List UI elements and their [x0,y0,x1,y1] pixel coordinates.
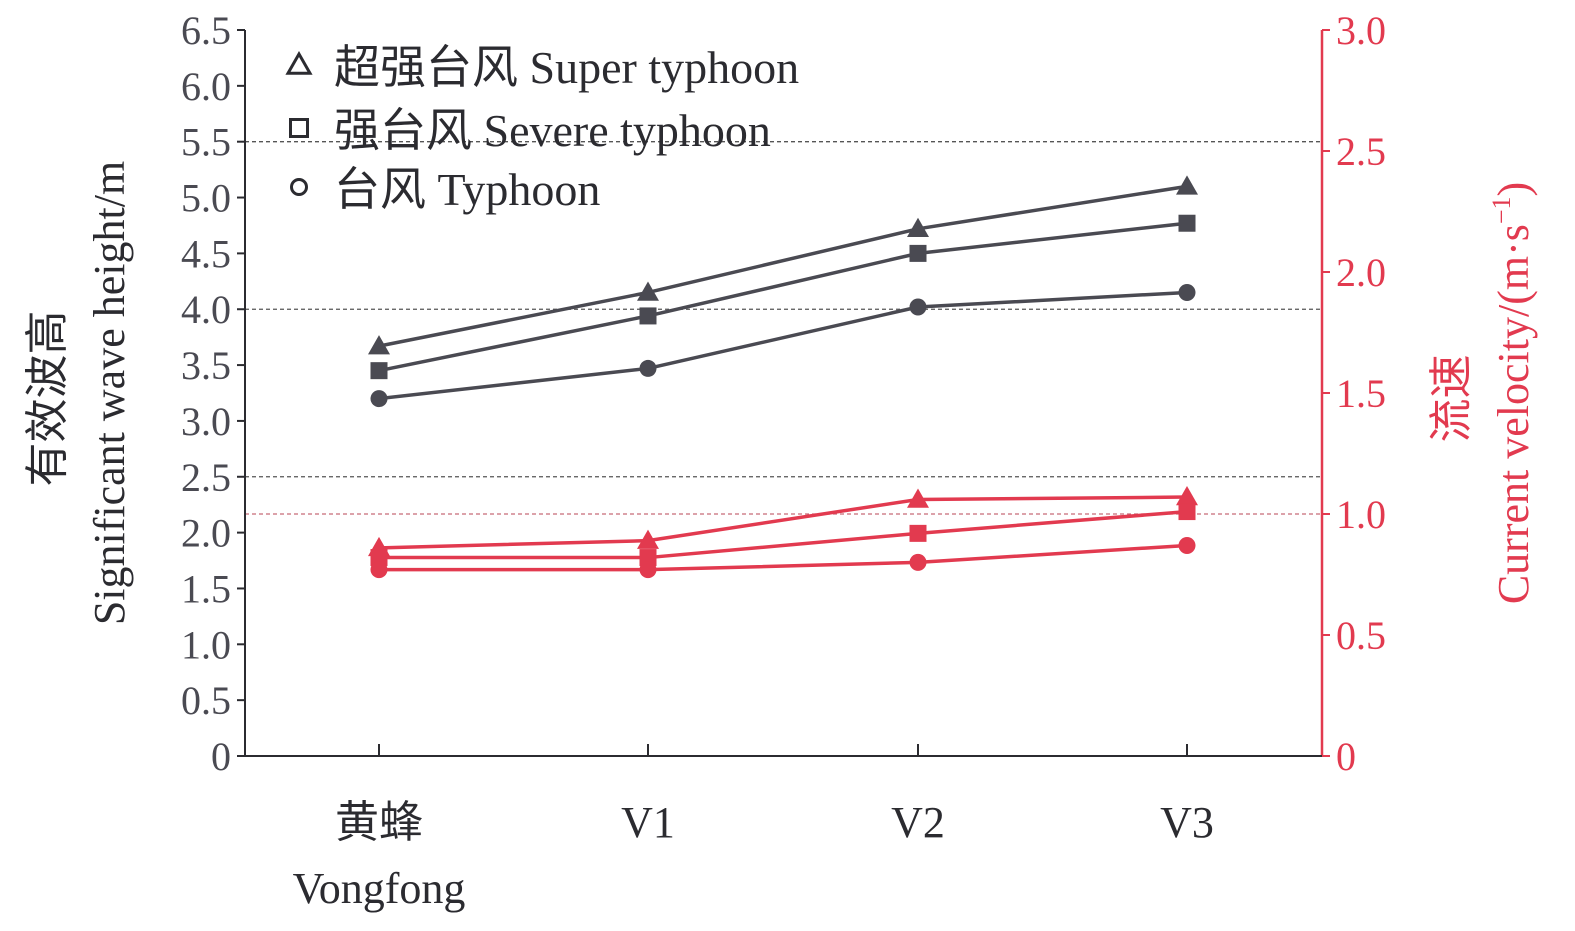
right-tick-label: 3.0 [1336,8,1386,53]
x-tick-label: V3 [1160,798,1214,847]
data-point-square [1178,214,1196,232]
right-tick-label: 0.5 [1336,613,1386,658]
series-wave_height-square [370,214,1196,380]
right-axis-title-sup: −1 [1487,196,1516,224]
right-tick-label: 2.5 [1336,129,1386,174]
left-tick-label: 3.0 [181,399,231,444]
x-tick-label: V1 [621,798,675,847]
data-point-square [1178,503,1196,521]
right-tick-label: 0 [1336,734,1356,779]
data-point-circle [1178,536,1196,554]
right-tick-label: 2.0 [1336,250,1386,295]
series-line [379,509,1188,560]
data-point-square [370,549,388,567]
data-point-circle [370,390,388,408]
left-tick-label: 5.0 [181,176,231,221]
legend-label: 强台风 Severe typhoon [334,105,771,156]
legend-label: 台风 Typhoon [334,164,600,215]
data-point-square [639,307,657,325]
data-point-triangle [1176,175,1198,195]
data-point-square [370,362,388,380]
data-point-triangle [368,335,390,355]
data-point-circle [1178,283,1196,301]
right-tick-label: 1.0 [1336,492,1386,537]
series-current_velocity-triangle [368,486,1198,557]
series-line [379,543,1188,572]
series-line [378,495,1188,550]
series-line [378,290,1188,401]
series-group [368,175,1198,579]
legend-marker-circle [290,178,308,196]
legend-marker-triangle [285,50,313,75]
data-point-square [909,244,927,262]
left-tick-label: 1.0 [181,622,231,667]
x-tick-label-line: V2 [891,798,945,847]
left-tick-label: 2.5 [181,455,231,500]
data-point-square [639,549,657,567]
right-axis-title-cn: 流速 [1427,355,1476,443]
left-tick-label: 6.0 [181,64,231,109]
x-tick-label-line: V1 [621,798,675,847]
right-axis-ticks: 0 0.5 1.0 1.5 2.0 2.5 3.0 [1322,8,1386,779]
left-tick-label: 4.0 [181,287,231,332]
x-tick-label-line: Vongfong [293,864,466,913]
right-axis-title-end: ) [1489,182,1538,197]
right-axis-title-en: Current velocity/(m·s−1) [1487,182,1538,604]
data-point-triangle [907,217,929,238]
legend: 超强台风 Super typhoon 强台风 Severe typhoon 台风 T… [285,42,799,215]
left-tick-label: 0.5 [181,678,231,723]
left-tick-label: 3.5 [181,343,231,388]
data-point-circle [909,298,927,316]
data-point-circle [370,561,388,579]
legend-item-square: 强台风 Severe typhoon [289,105,771,156]
series-current_velocity-circle [370,536,1196,579]
data-point-triangle [637,281,659,301]
data-point-triangle [907,488,929,508]
series-wave_height-circle [370,283,1196,408]
left-tick-label: 5.5 [181,120,231,165]
left-axis-title: 有效波高 Significant wave height/m [23,161,134,625]
series-line [378,184,1188,348]
series-wave_height-triangle [368,175,1198,355]
left-axis-title-cn: 有效波高 [23,311,72,487]
right-axis-title-en-main: Current velocity/(m·s [1489,224,1538,604]
x-tick-label-line: 黄蜂 [335,798,423,847]
left-axis-title-en: Significant wave height/m [85,161,134,625]
data-point-triangle [1176,486,1198,506]
data-point-circle [639,359,657,377]
x-tick-label-line: V3 [1160,798,1214,847]
left-tick-label: 2.0 [181,511,231,556]
left-tick-label: 1.5 [181,566,231,611]
data-point-circle [909,553,927,571]
right-axis-title: 流速 Current velocity/(m·s−1) [1427,182,1538,604]
data-point-triangle [637,529,659,549]
left-tick-label: 4.5 [181,231,231,276]
left-axis-ticks: 0 0.5 1.0 1.5 2.0 2.5 3.0 3.5 4.0 4.5 5.0 5.5 6.0 6.5 [181,8,245,779]
legend-label: 超强台风 Super typhoon [334,42,799,93]
legend-item-triangle: 超强台风 Super typhoon [285,42,799,93]
legend-marker-square [289,118,309,138]
left-tick-label: 6.5 [181,8,231,53]
legend-item-circle: 台风 Typhoon [290,164,600,215]
x-axis-ticks: 黄蜂 Vongfong V1 V2 V3 [293,744,1214,913]
x-tick-label: 黄蜂 Vongfong [293,798,466,913]
series-line [378,221,1188,373]
data-point-circle [639,561,657,579]
x-tick-label: V2 [891,798,945,847]
series-current_velocity-square [370,503,1196,567]
right-tick-label: 1.5 [1336,371,1386,416]
left-tick-label: 0 [211,734,231,779]
data-point-square [909,524,927,542]
